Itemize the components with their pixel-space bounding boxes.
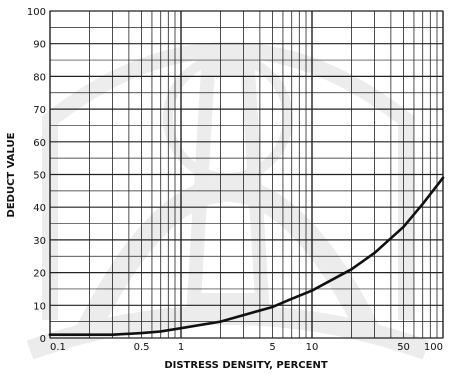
watermark-frame xyxy=(42,42,414,320)
watermark-arch xyxy=(77,178,379,336)
y-tick-label: 100 xyxy=(27,7,46,18)
deduct-value-curve xyxy=(48,176,445,337)
curve-point xyxy=(310,289,314,292)
y-tick-label: 10 xyxy=(33,301,46,312)
curve-point xyxy=(271,305,274,309)
curve-point xyxy=(290,297,293,300)
curve-point xyxy=(140,331,143,335)
y-tick-label: 70 xyxy=(33,105,46,116)
curve-point xyxy=(48,333,52,336)
y-tick-label: 40 xyxy=(33,203,46,214)
y-tick-label: 30 xyxy=(33,236,46,247)
y-tick-label: 60 xyxy=(33,138,46,149)
curve-point xyxy=(242,313,245,317)
curve-point xyxy=(373,251,376,255)
x-tick-label: 100 xyxy=(424,342,443,353)
grid-lines xyxy=(49,10,444,339)
curve-point xyxy=(159,330,162,333)
x-tick-label: 0.1 xyxy=(50,342,66,353)
y-tick-label: 0 xyxy=(40,334,46,345)
x-tick-label: 1 xyxy=(178,342,184,353)
curve-point xyxy=(88,333,91,336)
x-tick-label: 10 xyxy=(306,342,319,353)
curve-point xyxy=(402,225,405,229)
y-axis-label: DEDUCT VALUE xyxy=(6,132,17,217)
curve-point xyxy=(350,268,353,271)
y-tick-label: 20 xyxy=(33,269,46,280)
x-axis-label: DISTRESS DENSITY, PERCENT xyxy=(164,360,328,371)
x-tick-label: 5 xyxy=(269,342,275,353)
curve-point xyxy=(441,176,445,179)
x-tick-label: 0.5 xyxy=(134,342,150,353)
curve-point xyxy=(421,202,424,206)
x-tick-label: 50 xyxy=(397,342,410,353)
curve-point xyxy=(111,333,114,336)
data-series xyxy=(48,176,445,337)
curve-point xyxy=(179,326,183,330)
y-tick-label: 50 xyxy=(33,171,46,182)
y-tick-label: 80 xyxy=(33,72,46,83)
tick-labels: 0 10 20 30 40 50 60 70 80 90 100 0.1 0.5 1 5 10 50 100 xyxy=(27,7,443,353)
y-tick-label: 90 xyxy=(33,40,46,51)
curve-point xyxy=(219,320,222,323)
